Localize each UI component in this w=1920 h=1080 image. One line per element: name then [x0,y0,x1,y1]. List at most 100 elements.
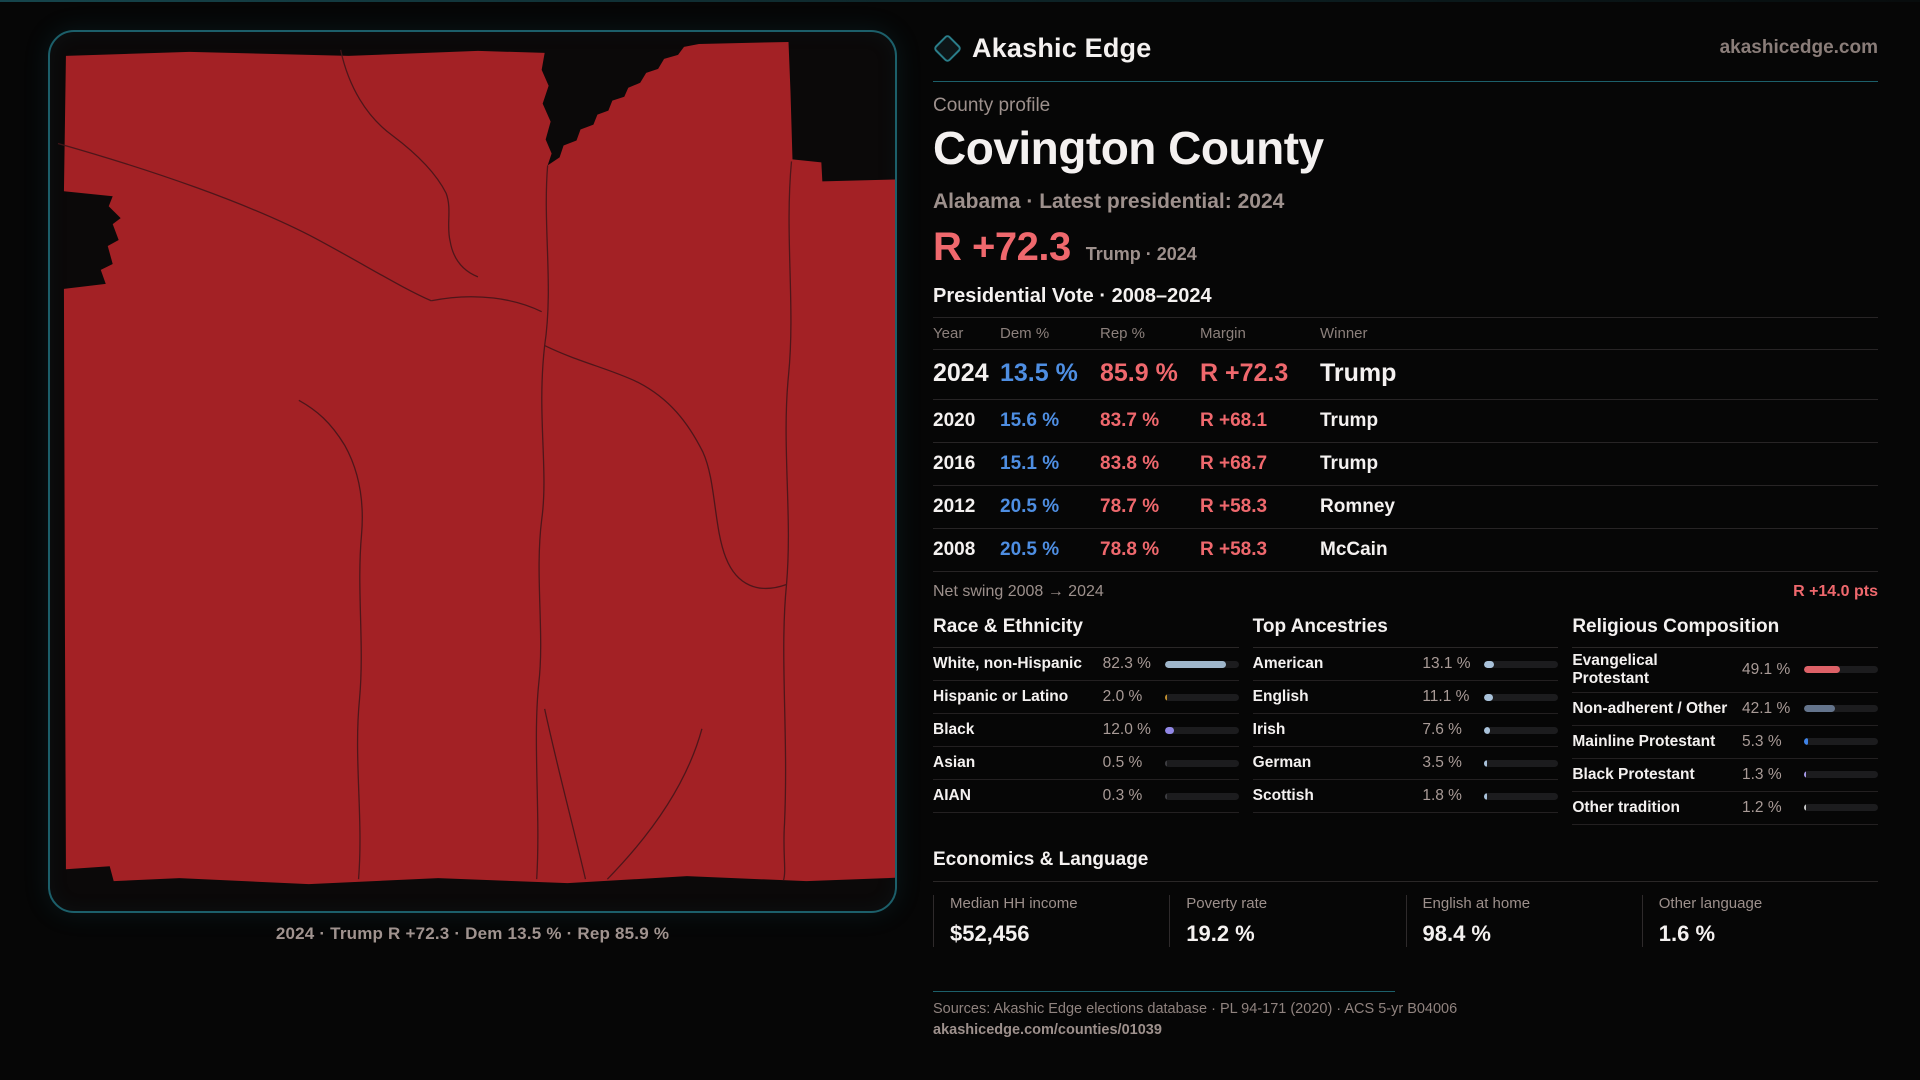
cell-year: 2024 [933,359,989,387]
map-caption: 2024 · Trump R +72.3 · Dem 13.5 % · Rep … [275,924,670,943]
list-item: Scottish 1.8 % [1252,780,1559,813]
cell-rep: 83.8 % [1100,453,1160,474]
col-year: Year [933,325,964,342]
cell-margin: R +58.3 [1200,539,1268,560]
stat-bar [1164,660,1239,668]
county-shape[interactable] [63,41,895,885]
vote-table-title: Presidential Vote · 2008–2024 [933,285,1212,307]
page-top-glow [0,0,1920,2]
headline-margin-row: R +72.3 Trump · 2024 [933,225,1878,270]
cell-winner: Trump [1320,453,1379,474]
stat-card: English at home 98.4 % [1405,894,1642,947]
cell-winner: Trump [1320,359,1397,387]
list-item: Other tradition 1.2 % [1572,792,1878,825]
table-row: 2012 20.5 % 78.7 % R +58.3 Romney [933,486,1878,529]
stat-bar [1164,726,1239,734]
domain-link[interactable]: akashicedge.com [1719,37,1878,58]
cell-rep: 78.8 % [1100,539,1160,560]
cell-margin: R +72.3 [1200,359,1289,387]
ancestry-title: Top Ancestries [1252,616,1559,648]
stat-bar [1803,804,1878,812]
cell-margin: R +58.3 [1200,496,1268,517]
cell-rep: 85.9 % [1100,359,1178,387]
list-item: German 3.5 % [1252,747,1559,780]
cell-year: 2020 [933,410,976,431]
race-title: Race & Ethnicity [933,616,1239,648]
vote-table: Year Dem % Rep % Margin Winner 2024 13.5… [933,317,1878,572]
stat-bar [1484,759,1559,767]
net-swing-row: Net swing 2008 → 2024 R +14.0 pts [933,583,1878,601]
stat-bar [1164,792,1239,800]
economics-title: Economics & Language [933,848,1149,870]
precinct-boundaries [57,49,793,881]
header-divider [933,81,1878,82]
cell-dem: 13.5 % [1000,359,1078,387]
stat-card: Poverty rate 19.2 % [1169,894,1405,947]
stat-bar [1803,771,1878,779]
col-winner: Winner [1320,325,1368,342]
table-row: 2020 15.6 % 83.7 % R +68.1 Trump [933,400,1878,443]
permalink[interactable]: akashicedge.com/counties/01039 [933,1021,1162,1038]
brand-name: Akashic Edge [972,32,1152,63]
cell-dem: 15.6 % [1000,410,1060,431]
cell-margin: R +68.1 [1200,410,1268,431]
col-rep: Rep % [1100,325,1146,342]
religion-column: Religious Composition Evangelical Protes… [1572,616,1878,825]
cell-dem: 15.1 % [1000,453,1060,474]
cell-rep: 78.7 % [1100,496,1160,517]
stat-card: Other language 1.6 % [1641,894,1878,947]
economics-section: Economics & Language Median HH income $5… [933,849,1878,947]
cell-dem: 20.5 % [1000,539,1060,560]
list-item: White, non-Hispanic 82.3 % [933,648,1239,681]
table-row: 2008 20.5 % 78.8 % R +58.3 McCain [933,529,1878,572]
header: Akashic Edge akashicedge.com [932,28,1878,68]
ancestry-column: Top Ancestries American 13.1 % English 1… [1252,616,1559,813]
list-item: American 13.1 % [1252,648,1559,681]
list-item: Asian 0.5 % [933,747,1239,780]
headline-margin: R +72.3 [933,225,1071,269]
list-item: Irish 7.6 % [1252,714,1559,747]
economics-divider [933,880,1878,882]
brand: Akashic Edge [932,32,1152,64]
stat-bar [1484,693,1559,701]
list-item: Non-adherent / Other 42.1 % [1572,693,1878,726]
stat-bar [1484,660,1559,668]
cell-year: 2008 [933,539,976,560]
cell-year: 2016 [933,453,976,474]
col-dem: Dem % [1000,325,1050,342]
table-row: 2016 15.1 % 83.8 % R +68.7 Trump [933,443,1878,486]
stat-bar [1803,738,1878,746]
stat-bar [1164,759,1239,767]
stat-bar [1803,666,1878,674]
stat-bar [1484,726,1559,734]
list-item: Black 12.0 % [933,714,1239,747]
page-title: Covington County [933,122,1324,174]
table-row: 2024 13.5 % 85.9 % R +72.3 Trump [933,350,1878,400]
footer: Sources: Akashic Edge elections database… [933,990,1878,1038]
list-item: AIAN 0.3 % [933,780,1239,813]
cell-margin: R +68.7 [1200,453,1268,474]
religion-title: Religious Composition [1572,616,1878,648]
cell-winner: Trump [1320,410,1379,431]
eyebrow-label: County profile [933,95,1051,116]
stat-bar [1803,705,1878,713]
stat-card: Median HH income $52,456 [933,894,1169,947]
cell-winner: Romney [1320,496,1395,517]
race-column: Race & Ethnicity White, non-Hispanic 82.… [933,616,1239,813]
col-margin: Margin [1200,325,1246,342]
vote-table-header: Year Dem % Rep % Margin Winner [933,317,1878,350]
demographics-section: Race & Ethnicity White, non-Hispanic 82.… [933,616,1878,825]
diamond-logo-icon [932,33,963,63]
county-map[interactable] [50,32,895,911]
headline-context: Trump · 2024 [1085,244,1197,264]
list-item: Black Protestant 1.3 % [1572,759,1878,792]
list-item: Hispanic or Latino 2.0 % [933,681,1239,714]
sources-text: Sources: Akashic Edge elections database… [933,1000,1458,1017]
cell-dem: 20.5 % [1000,496,1060,517]
county-map-panel[interactable] [48,30,897,913]
net-swing-value: R +14.0 pts [1793,583,1878,600]
list-item: Mainline Protestant 5.3 % [1572,726,1878,759]
stat-bar [1164,693,1239,701]
list-item: Evangelical Protestant 49.1 % [1572,648,1878,693]
cell-year: 2012 [933,496,976,517]
